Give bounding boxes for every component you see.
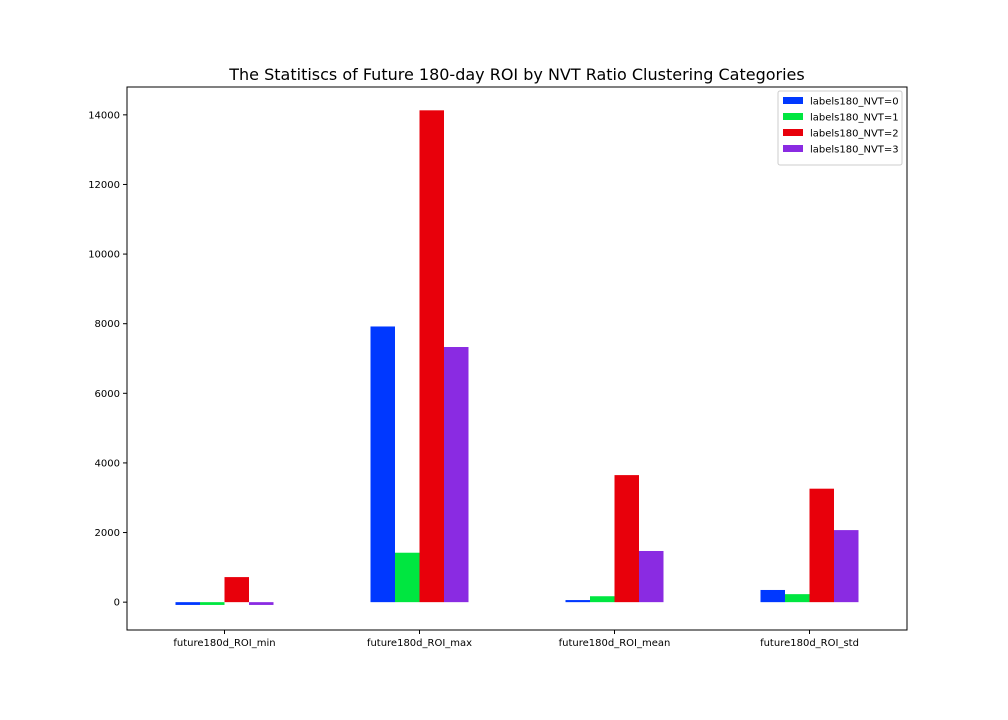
y-tick-label: 10000 (88, 250, 120, 261)
bar (175, 602, 200, 605)
bar (419, 110, 444, 603)
bar (395, 552, 420, 603)
bar (785, 594, 810, 603)
y-tick-label: 6000 (95, 389, 120, 400)
y-tick-label: 2000 (95, 528, 120, 539)
plot-frame (126, 86, 908, 631)
legend-label: labels180_NVT=3 (810, 145, 899, 156)
x-tick-label: future180d_ROI_mean (559, 638, 671, 649)
y-tick-label: 4000 (95, 458, 120, 469)
y-tick-label: 14000 (88, 110, 120, 121)
bar (200, 602, 225, 605)
legend-swatch (783, 97, 803, 104)
bar (224, 577, 249, 603)
y-tick-label: 8000 (95, 319, 120, 330)
legend-label: labels180_NVT=0 (810, 97, 899, 108)
bar (444, 347, 469, 603)
bar (249, 602, 274, 605)
bars-group (175, 110, 859, 605)
legend-box (777, 90, 903, 166)
bar (834, 530, 859, 603)
bar (809, 488, 834, 603)
bar (370, 326, 395, 603)
bar (590, 596, 615, 603)
bar (639, 550, 664, 603)
bar (614, 475, 639, 603)
x-axis: future180d_ROI_min future180d_ROI_max futu… (173, 630, 859, 649)
chart-title: The Statitiscs of Future 180-day ROI by … (228, 65, 804, 84)
legend: labels180_NVT=0 labels180_NVT=1 labels180_… (777, 90, 903, 166)
y-axis: 0 2000 4000 6000 8000 10000 12000 14000 (88, 110, 127, 609)
x-tick-label: future180d_ROI_std (760, 638, 859, 649)
y-tick-label: 12000 (88, 180, 120, 191)
legend-label: labels180_NVT=1 (810, 113, 899, 124)
legend-label: labels180_NVT=2 (810, 129, 899, 140)
y-tick-label: 0 (114, 598, 120, 609)
legend-swatch (783, 113, 803, 120)
x-tick-label: future180d_ROI_min (173, 638, 275, 649)
bar (760, 589, 785, 603)
legend-swatch (783, 129, 803, 136)
legend-swatch (783, 145, 803, 152)
x-tick-label: future180d_ROI_max (367, 638, 472, 649)
bar (565, 600, 590, 603)
